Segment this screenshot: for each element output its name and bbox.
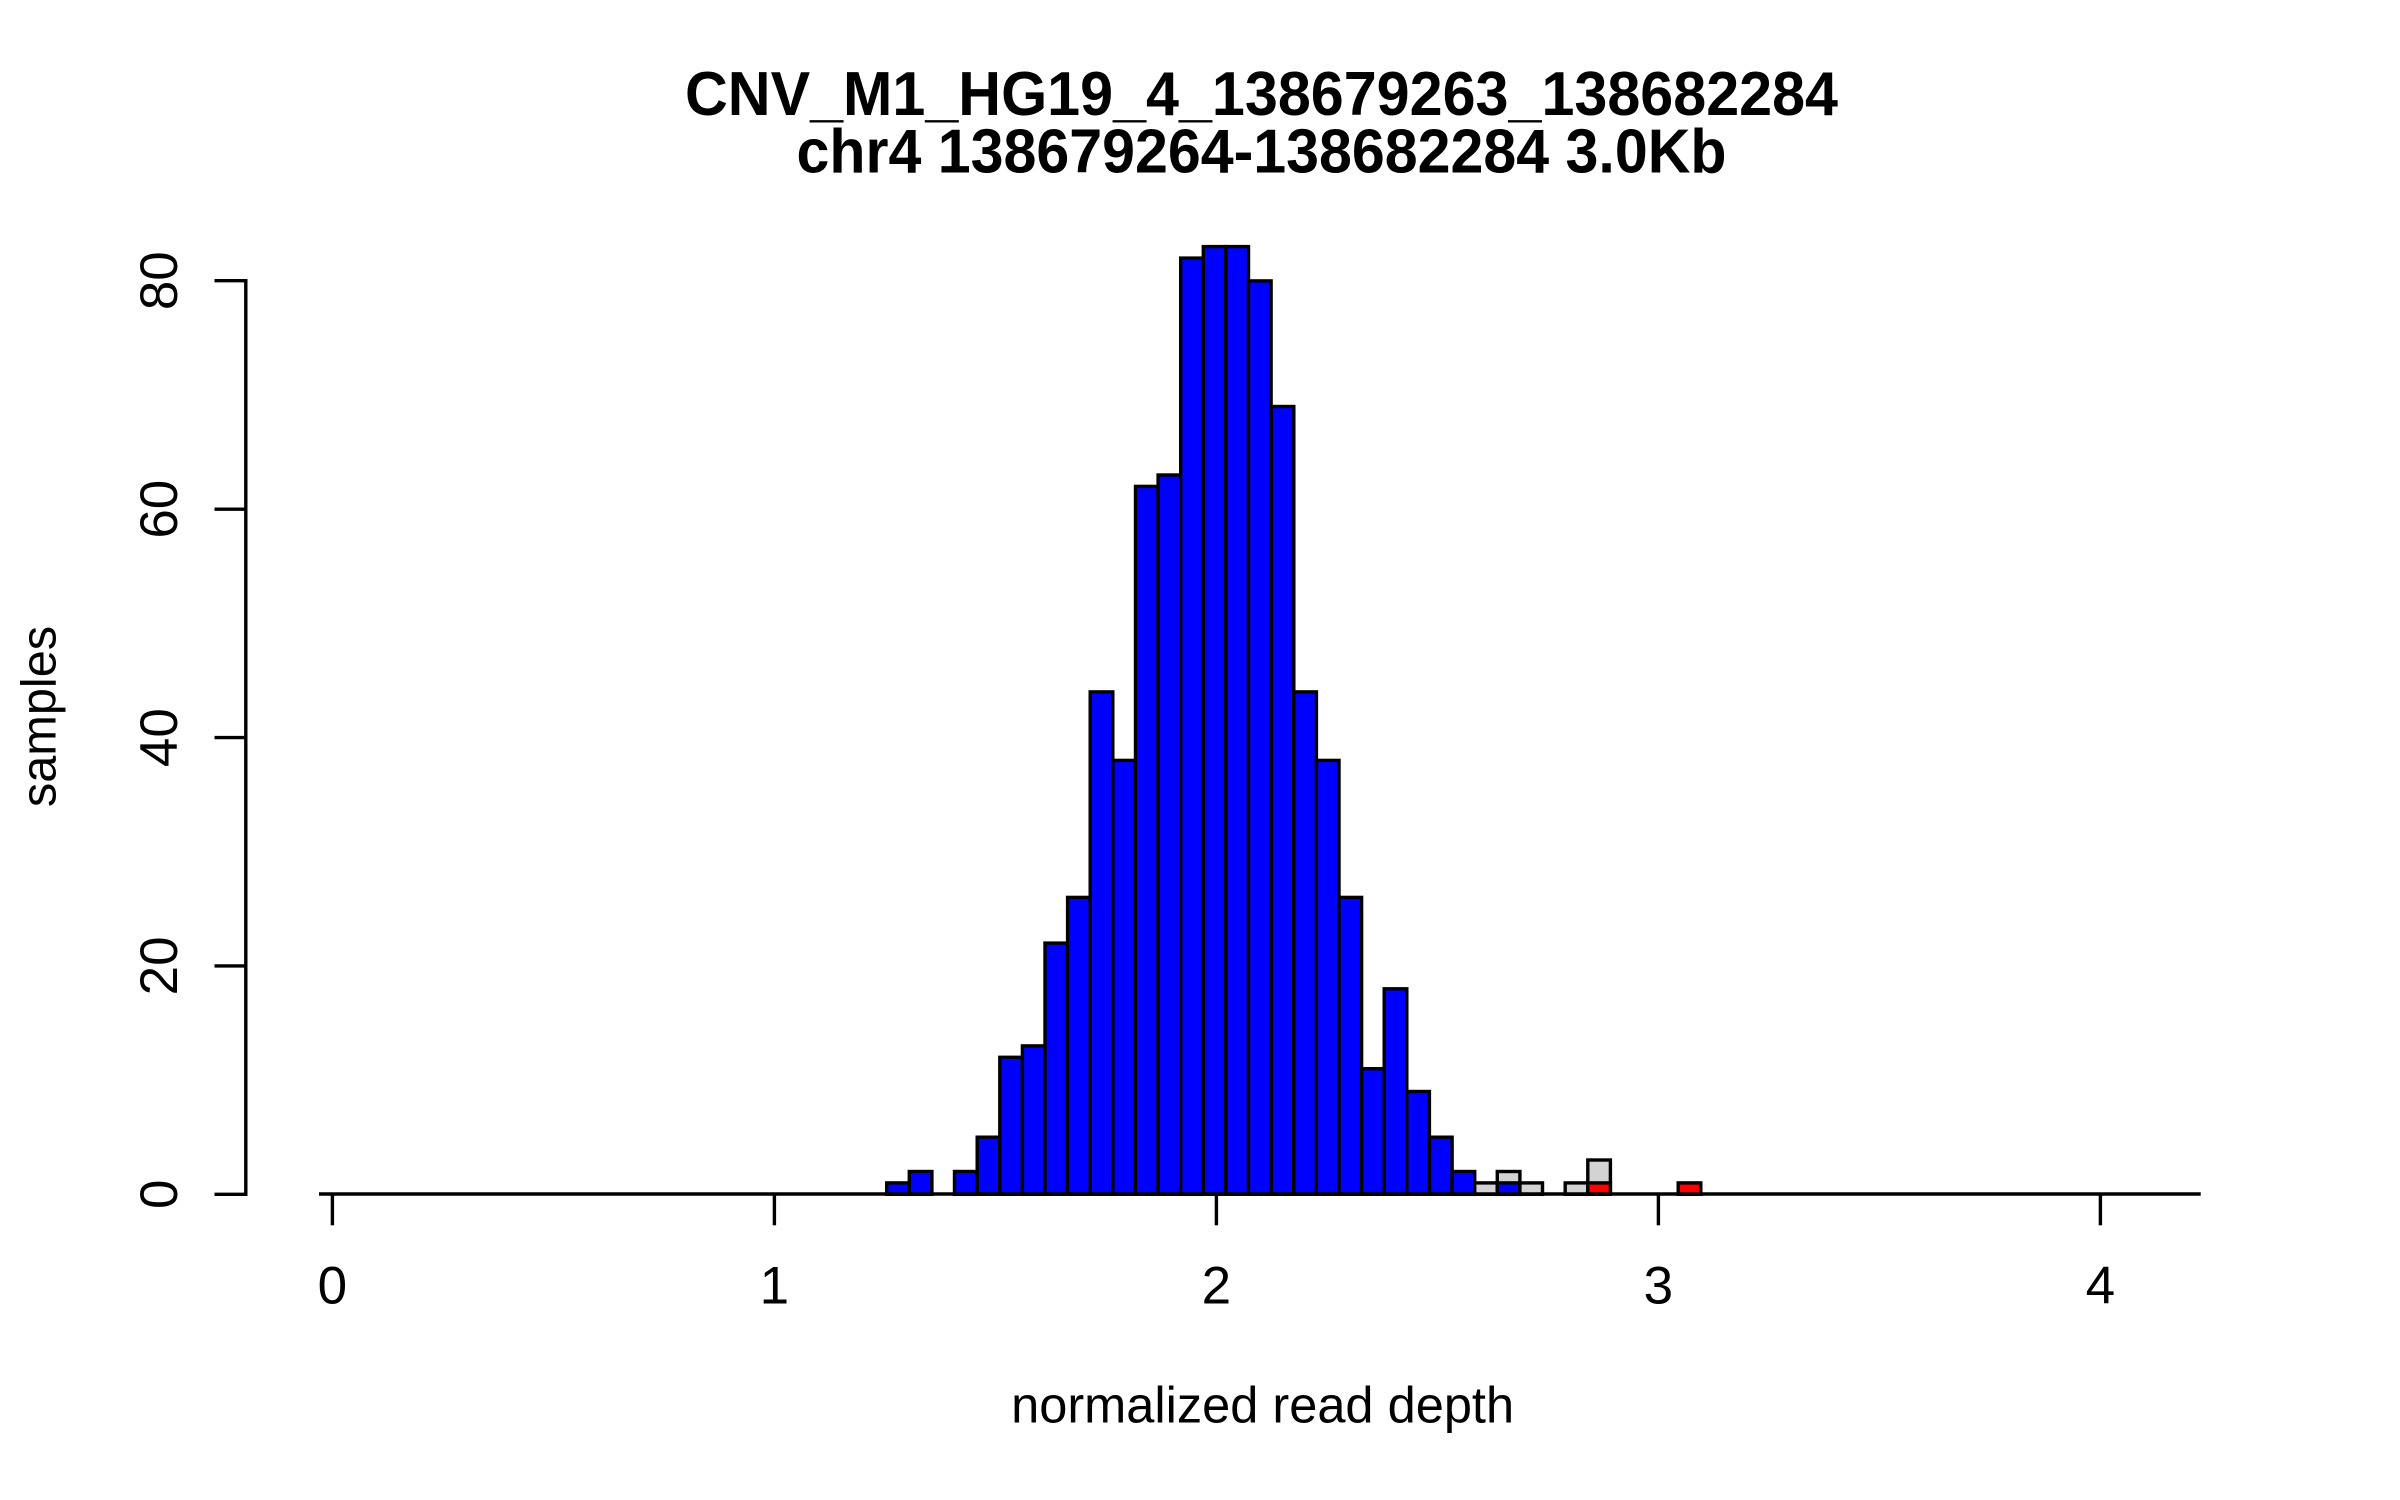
svg-text:0: 0 bbox=[318, 1257, 347, 1316]
svg-text:normalized read depth: normalized read depth bbox=[1011, 1377, 1514, 1434]
svg-text:2: 2 bbox=[1202, 1257, 1231, 1316]
svg-text:80: 80 bbox=[130, 251, 189, 310]
svg-text:samples: samples bbox=[13, 626, 67, 807]
svg-text:20: 20 bbox=[130, 936, 189, 995]
svg-text:3: 3 bbox=[1644, 1257, 1673, 1316]
svg-text:40: 40 bbox=[130, 708, 189, 767]
svg-text:4: 4 bbox=[2086, 1257, 2115, 1316]
svg-text:0: 0 bbox=[130, 1180, 189, 1209]
svg-text:60: 60 bbox=[130, 480, 189, 539]
svg-text:chr4 138679264-138682284 3.0Kb: chr4 138679264-138682284 3.0Kb bbox=[797, 117, 1727, 187]
svg-text:1: 1 bbox=[760, 1257, 789, 1316]
svg-text:CNV_M1_HG19_4_138679263_138682: CNV_M1_HG19_4_138679263_138682284 bbox=[685, 59, 1838, 129]
